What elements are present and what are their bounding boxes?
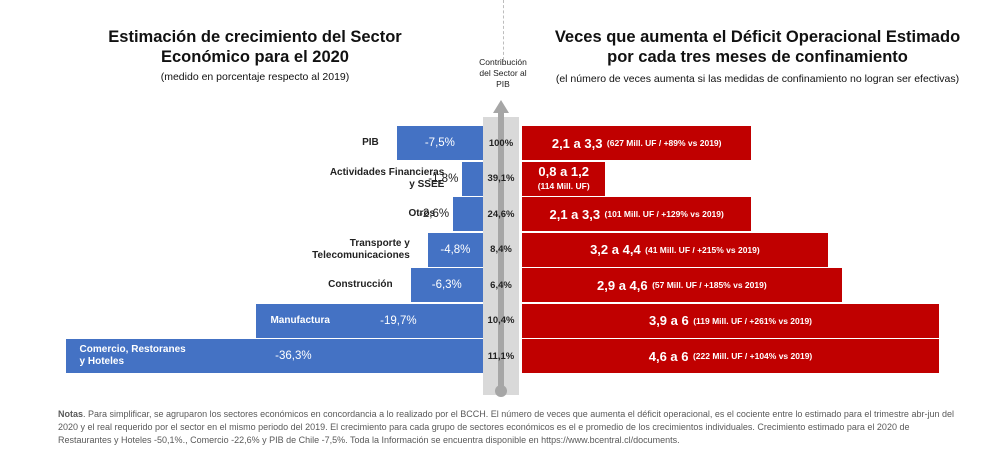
sector-label: PIB: [362, 126, 379, 160]
chart-row: Comercio, Restoranes y Hoteles -36,3% 11,1%…: [0, 339, 1005, 373]
growth-bar: [65, 339, 483, 373]
sector-label-line: Transporte y: [349, 237, 410, 249]
sector-label-line: Actividades Financieras: [329, 166, 445, 178]
deficit-bar: 3,9 a 6 (119 Mill. UF / +261% vs 2019): [522, 303, 939, 338]
growth-value-label: -1,8%: [428, 172, 459, 185]
left-title-line-1: Estimación de crecimiento del Sector: [108, 28, 402, 46]
sector-label-text: Manufactura: [270, 315, 329, 327]
sector-label-text: PIB: [362, 137, 379, 149]
deficit-bar: 4,6 a 6 (222 Mill. UF / +104% vs 2019): [522, 339, 939, 373]
footnote-text: . Para simplificar, se agruparon los sec…: [58, 409, 954, 445]
contribution-value: 24,6%: [487, 208, 515, 220]
contribution-header-line-1: Contribución: [479, 57, 527, 67]
sector-label-line: y Hoteles: [79, 356, 125, 367]
contribution-arrow-shaft: [498, 112, 504, 394]
right-title-line-2: por cada tres meses de confinamiento: [607, 48, 908, 66]
panel-divider: [503, 0, 504, 60]
deficit-range-label: 2,1 a 3,3: [551, 135, 603, 151]
growth-bar: [453, 197, 483, 231]
deficit-detail-label: (57 Mill. UF / +185% vs 2019): [652, 280, 767, 290]
sector-label-line: Otros: [408, 208, 436, 219]
sector-label-line: Construcción: [328, 279, 393, 290]
chart-row: Actividades Financieras y SSEE -1,8% 39,1% 0…: [0, 161, 1005, 196]
deficit-detail-label: (101 Mill. UF / +129% vs 2019): [604, 209, 724, 219]
growth-bar: [410, 268, 483, 302]
deficit-range-label: 3,9 a 6: [648, 313, 689, 328]
growth-value-label: -6,3%: [431, 279, 462, 291]
chart-row: Transporte y Telecomunicaciones -4,8% 8,4% 3…: [0, 232, 1005, 267]
growth-value-label: -2,6%: [419, 208, 450, 220]
deficit-range-label: 2,9 a 4,6: [597, 277, 648, 293]
sector-label-text: Transporte y Telecomunicaciones: [312, 238, 410, 262]
sector-label: Otros: [408, 197, 435, 231]
right-chart-subtitle: (el número de veces aumenta si las medid…: [555, 73, 960, 85]
left-title-line-2: Económico para el 2020: [160, 48, 349, 66]
contribution-header: Contribución del Sector al PIB: [466, 57, 540, 90]
growth-bar: [427, 232, 483, 267]
footnote-label: Notas: [58, 409, 84, 419]
contribution-value: 6,4%: [490, 279, 512, 291]
deficit-bar: 0,8 a 1,2 (114 Mill. UF): [522, 161, 606, 196]
right-chart-title: Veces que aumenta el Déficit Operacional…: [535, 27, 980, 67]
deficit-range-label: 4,6 a 6: [648, 348, 689, 364]
sector-label: Comercio, Restoranes y Hoteles: [80, 339, 186, 373]
contribution-value: 39,1%: [487, 173, 515, 184]
sector-label-line: Comercio, Restoranes: [79, 344, 186, 355]
left-chart-title: Estimación de crecimiento del Sector Eco…: [90, 27, 420, 67]
growth-value-label: -7,5%: [424, 137, 455, 149]
deficit-range-label: 0,8 a 1,2: [538, 163, 589, 179]
sector-label: Actividades Financieras y SSEE: [330, 162, 445, 196]
footnote: Notas. Para simplificar, se agruparon lo…: [58, 408, 958, 447]
contribution-value: 100%: [488, 137, 514, 149]
deficit-detail-label: (222 Mill. UF / +104% vs 2019): [692, 351, 813, 361]
chart-row: Construcción -6,3% 6,4% 2,9 a 4,6 (57 Mill.…: [0, 268, 1005, 302]
contribution-value: 8,4%: [490, 244, 512, 255]
sector-label: Transporte y Telecomunicaciones: [312, 233, 410, 267]
deficit-bar: 2,1 a 3,3 (627 Mill. UF / +89% vs 2019): [522, 126, 752, 160]
deficit-detail-label: (119 Mill. UF / +261% vs 2019): [693, 315, 813, 326]
deficit-detail-label: (41 Mill. UF / +215% vs 2019): [645, 244, 760, 255]
contribution-value: 10,4%: [487, 315, 515, 326]
deficit-range-label: 3,2 a 4,4: [590, 242, 641, 257]
chart-row: Otros -2,6% 24,6% 2,1 a 3,3 (101 Mill. UF /…: [0, 197, 1005, 231]
chart-row: PIB -7,5% 100% 2,1 a 3,3 (627 Mill. UF / +8…: [0, 126, 1005, 160]
growth-bar: [396, 126, 483, 160]
growth-value-label: -36,3%: [275, 350, 312, 362]
left-chart-subtitle: (medido en porcentaje respecto al 2019): [160, 71, 350, 83]
growth-bar: [462, 161, 483, 196]
sector-label: Manufactura: [270, 304, 329, 338]
sector-label-text: Construcción: [328, 279, 392, 291]
growth-bar: [256, 303, 483, 338]
deficit-range-label: 2,1 a 3,3: [549, 206, 601, 222]
sector-label-text: Otros: [408, 208, 435, 220]
contribution-value: 11,1%: [487, 350, 515, 362]
contribution-header-line-3: PIB: [496, 79, 510, 89]
growth-value-label: -19,7%: [380, 314, 417, 327]
sector-label-text: Comercio, Restoranes y Hoteles: [80, 344, 186, 368]
deficit-bar: 2,1 a 3,3 (101 Mill. UF / +129% vs 2019): [522, 197, 752, 231]
sector-label-text: Actividades Financieras y SSEE: [330, 167, 445, 191]
arrow-base-dot-icon: [495, 385, 507, 397]
right-title-line-1: Veces que aumenta el Déficit Operacional…: [554, 28, 961, 46]
deficit-bar: 3,2 a 4,4 (41 Mill. UF / +215% vs 2019): [522, 232, 828, 267]
deficit-detail-label: (114 Mill. UF): [537, 180, 590, 191]
chart-row: Manufactura -19,7% 10,4% 3,9 a 6 (119 Mill.…: [0, 303, 1005, 338]
sector-label-line: y SSEE: [409, 178, 445, 190]
growth-value-label: -4,8%: [440, 243, 471, 256]
sector-label-line: Telecomunicaciones: [312, 249, 410, 261]
sector-label: Construcción: [328, 268, 392, 302]
deficit-bar: 2,9 a 4,6 (57 Mill. UF / +185% vs 2019): [522, 268, 842, 302]
contribution-header-line-2: del Sector al: [479, 68, 527, 78]
deficit-detail-label: (627 Mill. UF / +89% vs 2019): [606, 138, 722, 148]
sector-label-line: PIB: [362, 137, 379, 148]
sector-label-line: Manufactura: [270, 314, 330, 326]
arrow-up-icon: [493, 100, 509, 113]
